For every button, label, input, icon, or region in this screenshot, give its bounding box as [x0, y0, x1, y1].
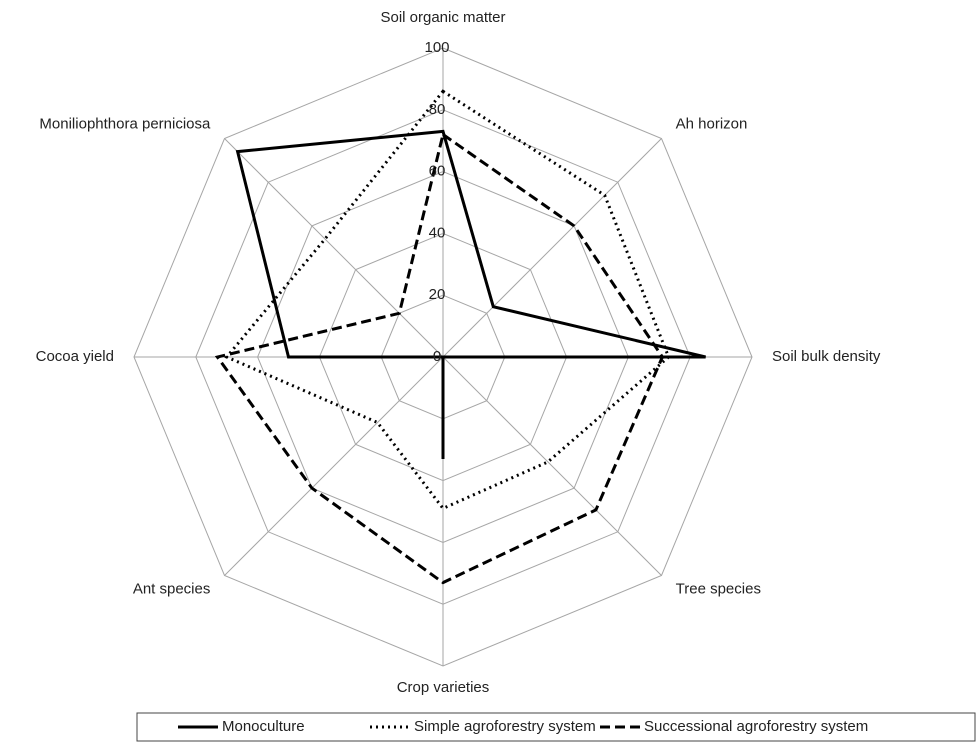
category-label: Moniliophthora perniciosa: [39, 115, 211, 132]
legend-label: Successional agroforestry system: [644, 718, 868, 735]
r-tick-label: 100: [424, 39, 449, 56]
category-label: Ant species: [133, 581, 211, 598]
r-tick-label: 0: [433, 348, 441, 365]
category-label: Cocoa yield: [36, 348, 114, 365]
series-line: [224, 89, 671, 511]
legend-label: Monoculture: [222, 718, 305, 735]
category-label: Ah horizon: [676, 115, 748, 132]
spoke: [442, 138, 662, 358]
category-label: Crop varieties: [397, 679, 490, 696]
series-line: [214, 132, 665, 585]
spoke: [224, 356, 444, 576]
legend-label: Simple agroforestry system: [414, 718, 596, 735]
r-tick-label: 40: [429, 224, 446, 241]
spoke: [224, 138, 444, 358]
category-label: Tree species: [676, 581, 761, 598]
series-line: [235, 129, 706, 459]
r-tick-label: 20: [429, 286, 446, 303]
category-label: Soil bulk density: [772, 348, 881, 365]
r-tick-label: 80: [429, 101, 446, 118]
legend-box: [136, 712, 976, 742]
spoke: [442, 356, 662, 576]
category-label: Soil organic matter: [380, 9, 505, 26]
r-tick-label: 60: [429, 163, 446, 180]
